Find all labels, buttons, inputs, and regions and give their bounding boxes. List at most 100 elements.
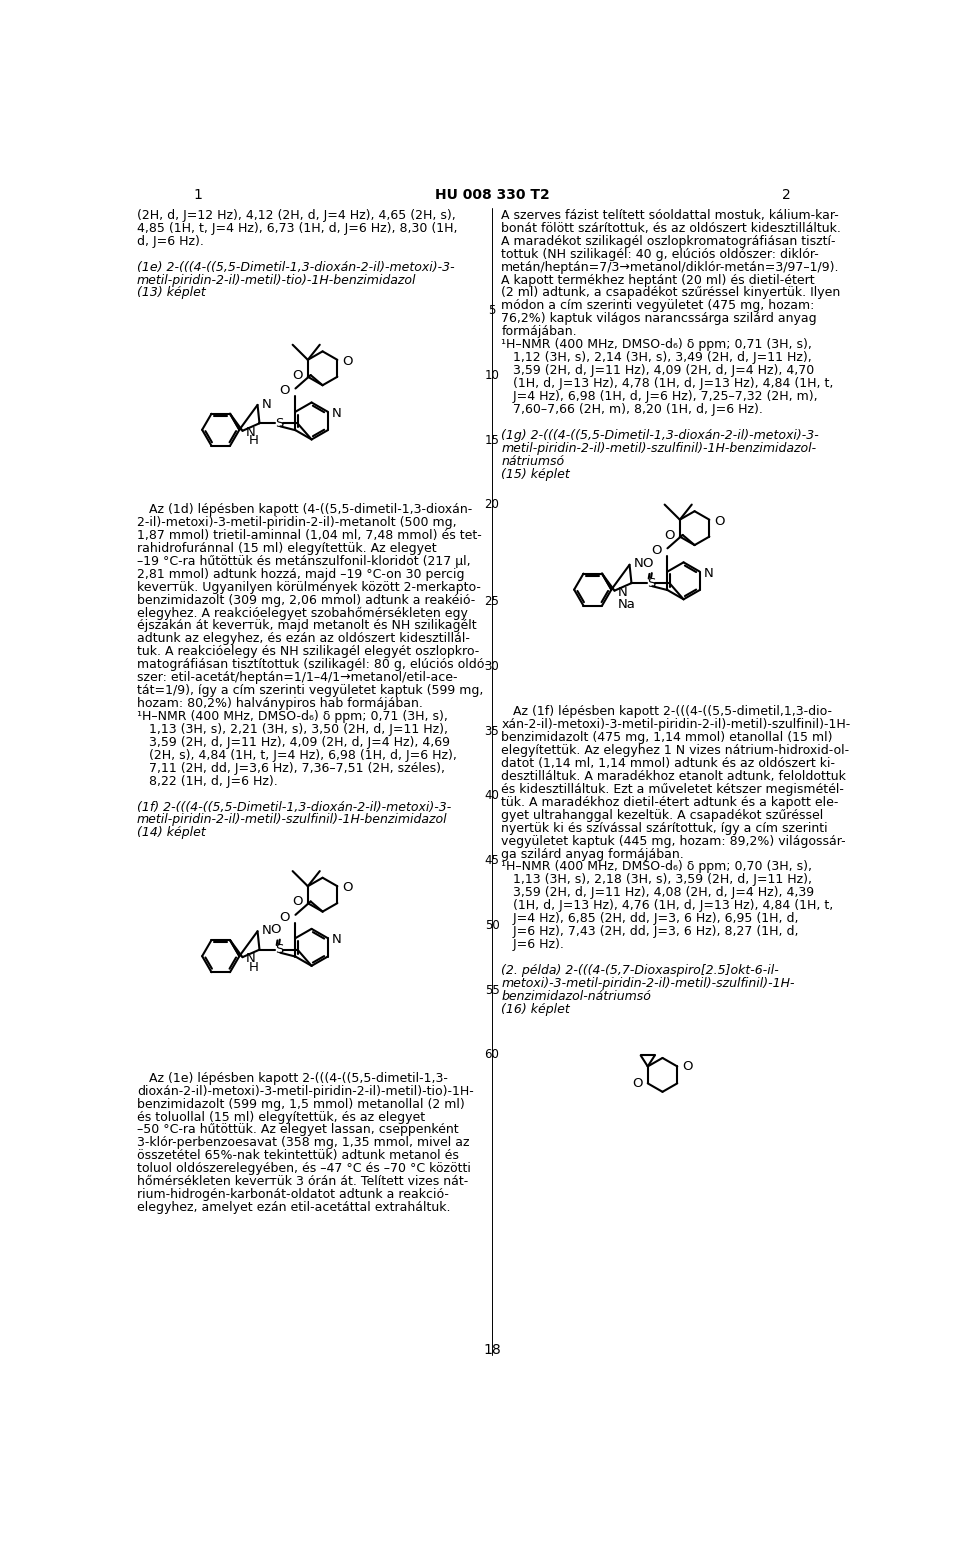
Text: A szerves fázist telített sóoldattal mostuk, kálium-kar-: A szerves fázist telített sóoldattal mos…	[501, 210, 839, 222]
Text: desztilláltuk. A maradékhoz etanolt adtunk, feloldottuk: desztilláltuk. A maradékhoz etanolt adtu…	[501, 770, 846, 783]
Text: O: O	[293, 368, 303, 382]
Text: 2: 2	[782, 188, 791, 202]
Text: metil-piridin-2-il)-metil)-tio)-1H-benzimidazol: metil-piridin-2-il)-metil)-tio)-1H-benzi…	[137, 274, 417, 287]
Text: hozam: 80,2%) halványpiros hab formájában.: hozam: 80,2%) halványpiros hab formájába…	[137, 697, 423, 710]
Text: 1,87 mmol) trietil-aminnal (1,04 ml, 7,48 mmol) és tet-: 1,87 mmol) trietil-aminnal (1,04 ml, 7,4…	[137, 529, 482, 542]
Text: benzimidazol-nátriumsó: benzimidazol-nátriumsó	[501, 989, 651, 1003]
Text: ¹H–NMR (400 MHz, DMSO-d₆) δ ppm; 0,70 (3H, s),: ¹H–NMR (400 MHz, DMSO-d₆) δ ppm; 0,70 (3…	[501, 860, 812, 874]
Text: tottuk (NH szilikagél: 40 g, elúciós oldószer: diklór-: tottuk (NH szilikagél: 40 g, elúciós old…	[501, 248, 819, 260]
Text: Na: Na	[617, 598, 636, 612]
Text: tük. A maradékhoz dietil-étert adtunk és a kapott ele-: tük. A maradékhoz dietil-étert adtunk és…	[501, 795, 839, 809]
Text: 30: 30	[485, 660, 499, 673]
Text: 1: 1	[193, 188, 202, 202]
Text: O: O	[278, 911, 289, 923]
Text: 4,85 (1H, t, J=4 Hz), 6,73 (1H, d, J=6 Hz), 8,30 (1H,: 4,85 (1H, t, J=4 Hz), 6,73 (1H, d, J=6 H…	[137, 222, 458, 234]
Text: dioxán-2-il)-metoxi)-3-metil-piridin-2-il)-metil)-tio)-1H-: dioxán-2-il)-metoxi)-3-metil-piridin-2-i…	[137, 1085, 474, 1097]
Text: 35: 35	[485, 724, 499, 738]
Text: N: N	[634, 558, 643, 570]
Text: 25: 25	[485, 595, 499, 609]
Text: (1H, d, J=13 Hz), 4,78 (1H, d, J=13 Hz), 4,84 (1H, t,: (1H, d, J=13 Hz), 4,78 (1H, d, J=13 Hz),…	[501, 378, 833, 390]
Text: elegyhez, amelyet ezán etil-acetáttal extraháltuk.: elegyhez, amelyet ezán etil-acetáttal ex…	[137, 1200, 450, 1214]
Text: ¹H–NMR (400 MHz, DMSO-d₆) δ ppm; 0,71 (3H, s),: ¹H–NMR (400 MHz, DMSO-d₆) δ ppm; 0,71 (3…	[501, 337, 812, 351]
Text: Az (1f) lépésben kapott 2-(((4-((5,5-dimetil,1,3-dio-: Az (1f) lépésben kapott 2-(((4-((5,5-dim…	[501, 706, 832, 718]
Text: (13) képlet: (13) képlet	[137, 287, 205, 299]
Text: datot (1,14 ml, 1,14 mmol) adtunk és az oldószert ki-: datot (1,14 ml, 1,14 mmol) adtunk és az …	[501, 757, 835, 770]
Text: O: O	[271, 923, 281, 935]
Text: O: O	[293, 895, 303, 908]
Text: benzimidazolt (599 mg, 1,5 mmol) metanollal (2 ml): benzimidazolt (599 mg, 1,5 mmol) metanol…	[137, 1097, 465, 1111]
Text: elegyítettük. Az elegyhez 1 N vizes nátrium-hidroxid-ol-: elegyítettük. Az elegyhez 1 N vizes nátr…	[501, 744, 850, 757]
Text: szer: etil-acetát/heptán=1/1–4/1→metanol/etil-ace-: szer: etil-acetát/heptán=1/1–4/1→metanol…	[137, 672, 458, 684]
Text: metil-piridin-2-il)-metil)-szulfinil)-1H-benzimidazol: metil-piridin-2-il)-metil)-szulfinil)-1H…	[137, 814, 447, 826]
Text: 45: 45	[485, 854, 499, 868]
Text: 10: 10	[485, 368, 499, 382]
Text: N: N	[246, 952, 255, 965]
Text: O: O	[642, 556, 653, 570]
Text: 3,59 (2H, d, J=11 Hz), 4,09 (2H, d, J=4 Hz), 4,69: 3,59 (2H, d, J=11 Hz), 4,09 (2H, d, J=4 …	[137, 737, 450, 749]
Text: 5: 5	[489, 305, 495, 317]
Text: tát=1/9), így a cím szerinti vegyületet kaptuk (599 mg,: tát=1/9), így a cím szerinti vegyületet …	[137, 684, 484, 697]
Text: 7,11 (2H, dd, J=3,6 Hz), 7,36–7,51 (2H, széles),: 7,11 (2H, dd, J=3,6 Hz), 7,36–7,51 (2H, …	[137, 761, 445, 775]
Text: N: N	[261, 925, 271, 937]
Text: (1f) 2-(((4-((5,5-Dimetil-1,3-dioxán-2-il)-metoxi)-3-: (1f) 2-(((4-((5,5-Dimetil-1,3-dioxán-2-i…	[137, 800, 451, 814]
Text: 8,22 (1H, d, J=6 Hz).: 8,22 (1H, d, J=6 Hz).	[137, 775, 277, 787]
Text: rahidrofuránnal (15 ml) elegyítettük. Az elegyet: rahidrofuránnal (15 ml) elegyítettük. Az…	[137, 542, 437, 555]
Text: A maradékot szilikagél oszlopkromatográfiásan tisztí-: A maradékot szilikagél oszlopkromatográf…	[501, 234, 836, 248]
Text: 15: 15	[485, 433, 499, 447]
Text: 76,2%) kaptuk világos narancssárga szilárd anyag: 76,2%) kaptuk világos narancssárga szilá…	[501, 313, 817, 325]
Text: 1,13 (3H, s), 2,21 (3H, s), 3,50 (2H, d, J=11 Hz),: 1,13 (3H, s), 2,21 (3H, s), 3,50 (2H, d,…	[137, 723, 448, 737]
Text: O: O	[342, 354, 352, 368]
Text: d, J=6 Hz).: d, J=6 Hz).	[137, 234, 204, 248]
Text: bonát fölött szárítottuk, és az oldószert kidesztilláltuk.: bonát fölött szárítottuk, és az oldószer…	[501, 222, 841, 234]
Text: 40: 40	[485, 789, 499, 803]
Text: toluol oldószerelegyében, és –47 °C és –70 °C közötti: toluol oldószerelegyében, és –47 °C és –…	[137, 1162, 471, 1176]
Text: O: O	[714, 515, 725, 527]
Text: összetétel 65%-nak tekintettük) adtunk metanol és: összetétel 65%-nak tekintettük) adtunk m…	[137, 1150, 459, 1162]
Text: 3,59 (2H, d, J=11 Hz), 4,09 (2H, d, J=4 Hz), 4,70: 3,59 (2H, d, J=11 Hz), 4,09 (2H, d, J=4 …	[501, 364, 814, 378]
Text: benzimidazolt (475 mg, 1,14 mmol) etanollal (15 ml): benzimidazolt (475 mg, 1,14 mmol) etanol…	[501, 730, 832, 744]
Text: 20: 20	[485, 498, 499, 512]
Text: N: N	[246, 425, 255, 439]
Text: (14) képlet: (14) képlet	[137, 826, 205, 840]
Text: metán/heptán=7/3→metanol/diklór-metán=3/97–1/9).: metán/heptán=7/3→metanol/diklór-metán=3/…	[501, 260, 840, 274]
Text: 2,81 mmol) adtunk hozzá, majd –19 °C-on 30 percig: 2,81 mmol) adtunk hozzá, majd –19 °C-on …	[137, 567, 465, 581]
Text: (1g) 2-(((4-((5,5-Dimetil-1,3-dioxán-2-il)-metoxi)-3-: (1g) 2-(((4-((5,5-Dimetil-1,3-dioxán-2-i…	[501, 428, 819, 442]
Text: N: N	[261, 398, 271, 410]
Text: O: O	[682, 1060, 692, 1073]
Text: N: N	[704, 567, 713, 579]
Text: A kapott termékhez heptánt (20 ml) és dietil-étert: A kapott termékhez heptánt (20 ml) és di…	[501, 274, 815, 287]
Text: S: S	[275, 416, 283, 430]
Text: ga szilárd anyag formájában.: ga szilárd anyag formájában.	[501, 848, 684, 860]
Text: S: S	[275, 943, 283, 955]
Text: és toluollal (15 ml) elegyítettük, és az elegyet: és toluollal (15 ml) elegyítettük, és az…	[137, 1111, 425, 1123]
Text: rium-hidrogén-karbonát-oldatot adtunk a reakció-: rium-hidrogén-karbonát-oldatot adtunk a …	[137, 1188, 449, 1200]
Text: metil-piridin-2-il)-metil)-szulfinil)-1H-benzimidazol-: metil-piridin-2-il)-metil)-szulfinil)-1H…	[501, 442, 816, 455]
Text: N: N	[617, 586, 627, 599]
Text: O: O	[664, 529, 675, 541]
Text: 3-klór-perbenzoesavat (358 mg, 1,35 mmol, mivel az: 3-klór-perbenzoesavat (358 mg, 1,35 mmol…	[137, 1136, 469, 1150]
Text: elegyhez. A reakcióelegyet szobahőmérsékleten egy: elegyhez. A reakcióelegyet szobahőmérsék…	[137, 606, 468, 619]
Text: 1,12 (3H, s), 2,14 (3H, s), 3,49 (2H, d, J=11 Hz),: 1,12 (3H, s), 2,14 (3H, s), 3,49 (2H, d,…	[501, 351, 812, 364]
Text: keverтük. Ugyanilyen körülmények között 2-merkapto-: keverтük. Ugyanilyen körülmények között …	[137, 581, 481, 593]
Text: vegyületet kaptuk (445 mg, hozam: 89,2%) világossár-: vegyületet kaptuk (445 mg, hozam: 89,2%)…	[501, 835, 846, 848]
Text: (2H, d, J=12 Hz), 4,12 (2H, d, J=4 Hz), 4,65 (2H, s),: (2H, d, J=12 Hz), 4,12 (2H, d, J=4 Hz), …	[137, 210, 456, 222]
Text: ¹H–NMR (400 MHz, DMSO-d₆) δ ppm; 0,71 (3H, s),: ¹H–NMR (400 MHz, DMSO-d₆) δ ppm; 0,71 (3…	[137, 710, 448, 723]
Text: hőmérsékleten keverтük 3 órán át. Telített vizes nát-: hőmérsékleten keverтük 3 órán át. Telíte…	[137, 1176, 468, 1188]
Text: (2H, s), 4,84 (1H, t, J=4 Hz), 6,98 (1H, d, J=6 Hz),: (2H, s), 4,84 (1H, t, J=4 Hz), 6,98 (1H,…	[137, 749, 457, 761]
Text: J=6 Hz), 7,43 (2H, dd, J=3, 6 Hz), 8,27 (1H, d,: J=6 Hz), 7,43 (2H, dd, J=3, 6 Hz), 8,27 …	[501, 925, 799, 938]
Text: (1e) 2-(((4-((5,5-Dimetil-1,3-dioxán-2-il)-metoxi)-3-: (1e) 2-(((4-((5,5-Dimetil-1,3-dioxán-2-i…	[137, 260, 455, 274]
Text: HU 008 330 T2: HU 008 330 T2	[435, 188, 549, 202]
Text: J=6 Hz).: J=6 Hz).	[501, 938, 564, 951]
Text: Az (1d) lépésben kapott (4-((5,5-dimetil-1,3-dioxán-: Az (1d) lépésben kapott (4-((5,5-dimetil…	[137, 502, 472, 516]
Text: 2-il)-metoxi)-3-metil-piridin-2-il)-metanolt (500 mg,: 2-il)-metoxi)-3-metil-piridin-2-il)-meta…	[137, 516, 457, 529]
Text: (16) képlet: (16) képlet	[501, 1003, 570, 1016]
Text: J=4 Hz), 6,85 (2H, dd, J=3, 6 Hz), 6,95 (1H, d,: J=4 Hz), 6,85 (2H, dd, J=3, 6 Hz), 6,95 …	[501, 912, 799, 925]
Text: metoxi)-3-metil-piridin-2-il)-metil)-szulfinil)-1H-: metoxi)-3-metil-piridin-2-il)-metil)-szu…	[501, 977, 795, 989]
Text: (1H, d, J=13 Hz), 4,76 (1H, d, J=13 Hz), 4,84 (1H, t,: (1H, d, J=13 Hz), 4,76 (1H, d, J=13 Hz),…	[501, 900, 833, 912]
Text: xán-2-il)-metoxi)-3-metil-piridin-2-il)-metil)-szulfinil)-1H-: xán-2-il)-metoxi)-3-metil-piridin-2-il)-…	[501, 718, 851, 730]
Text: J=4 Hz), 6,98 (1H, d, J=6 Hz), 7,25–7,32 (2H, m),: J=4 Hz), 6,98 (1H, d, J=6 Hz), 7,25–7,32…	[501, 390, 818, 404]
Text: N: N	[331, 407, 342, 419]
Text: Az (1e) lépésben kapott 2-(((4-((5,5-dimetil-1,3-: Az (1e) lépésben kapott 2-(((4-((5,5-dim…	[137, 1071, 448, 1085]
Text: 55: 55	[485, 983, 499, 997]
Text: és kidesztilláltuk. Ezt a műveletet kétszer megismétél-: és kidesztilláltuk. Ezt a műveletet kéts…	[501, 783, 844, 795]
